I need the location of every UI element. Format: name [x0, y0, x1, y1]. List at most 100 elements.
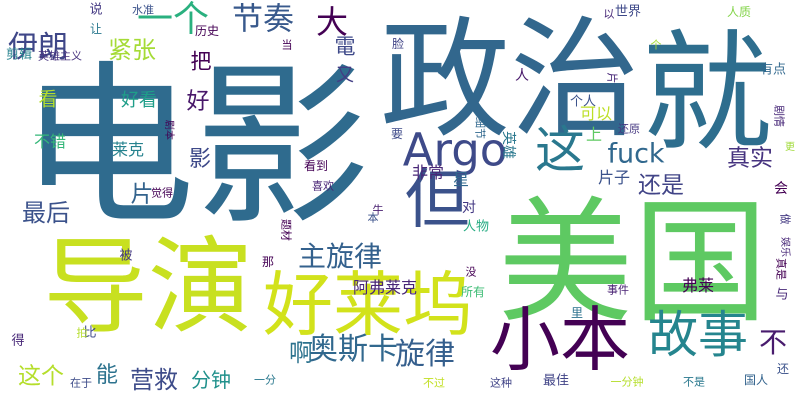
word: 故事	[648, 306, 748, 364]
word: 片	[130, 181, 154, 208]
word: 上	[585, 125, 603, 144]
word: 片子	[597, 168, 631, 187]
word: 但	[404, 162, 470, 238]
word: 喜欢	[312, 179, 334, 193]
word: Argo	[402, 123, 508, 177]
word: 要	[390, 127, 404, 141]
word: 娱乐	[779, 237, 790, 257]
word: 政治	[379, 4, 641, 156]
word: 好看	[121, 90, 157, 111]
word: 对	[462, 200, 476, 216]
word: 好莱坞	[263, 264, 473, 346]
word: 奥斯卡	[308, 332, 398, 367]
word: 还原	[618, 122, 640, 136]
word: 美国	[498, 184, 768, 342]
word: 还是	[638, 172, 684, 199]
word: 细节	[473, 117, 487, 139]
word: 剧本	[163, 120, 174, 140]
word: 拍	[76, 326, 88, 340]
word: 小本	[490, 299, 630, 381]
word: 题材	[279, 219, 293, 241]
word: 节奏	[232, 1, 294, 38]
word: 看到	[303, 159, 329, 173]
word: 真是	[774, 258, 788, 280]
word: 被	[119, 248, 133, 264]
word: 把	[190, 49, 212, 74]
word: 在于	[70, 376, 92, 390]
word: 电影	[20, 46, 370, 250]
word: 事件	[607, 283, 629, 297]
word: 有点	[759, 62, 787, 78]
word: 世界	[614, 4, 642, 20]
word: 一分	[254, 373, 276, 387]
word: 英雄	[500, 131, 516, 159]
word: 导演	[42, 226, 254, 349]
word: 英雄主义	[38, 49, 82, 63]
word: 主旋律	[297, 240, 383, 273]
word: 剧情	[772, 105, 786, 127]
word: 做	[778, 213, 792, 225]
word: 片	[605, 72, 619, 84]
word: 里	[570, 306, 584, 320]
word: 剪辑	[5, 47, 33, 63]
word: 旋律	[395, 337, 455, 372]
word: 非常	[411, 163, 445, 182]
word: 不错	[33, 132, 67, 151]
word: 与	[775, 287, 789, 303]
word: 就	[641, 17, 773, 169]
word: 国人	[743, 373, 769, 387]
word: fuck	[607, 138, 665, 170]
word: 又	[336, 65, 354, 86]
word: 真实	[727, 145, 773, 172]
word: 更	[785, 142, 795, 153]
word: 人物	[462, 219, 490, 235]
word: 历史	[194, 24, 220, 38]
word: 牛	[372, 203, 384, 217]
word: 得	[11, 333, 25, 349]
word: 营救	[130, 366, 178, 394]
word: 最后	[22, 199, 70, 227]
word: 这种	[490, 376, 512, 390]
word: 最佳	[542, 373, 570, 389]
word: 分钟	[191, 368, 231, 392]
word: 人	[515, 68, 529, 84]
word: 好	[186, 88, 210, 115]
word: 莱克	[111, 140, 145, 159]
word: 这个	[18, 363, 64, 390]
word: 影	[188, 147, 212, 172]
word: 能	[95, 363, 119, 388]
word: 个人	[569, 94, 597, 110]
word: 说	[89, 2, 103, 18]
word: 人质	[726, 5, 752, 19]
word: 紧张	[108, 36, 156, 64]
word: 个	[650, 38, 662, 52]
word: 電	[334, 34, 356, 59]
word: 大	[315, 3, 349, 41]
word: 让	[89, 22, 103, 36]
word: 不是	[683, 375, 705, 389]
word: 看	[38, 88, 58, 111]
word: 不过	[423, 376, 445, 390]
word: 一个	[136, 0, 210, 40]
word: 不	[758, 326, 788, 359]
word: 弗莱	[681, 276, 715, 295]
word: 阿弗莱克	[352, 278, 418, 297]
word: 会	[774, 181, 788, 197]
word: 所有	[460, 285, 486, 299]
word: 本	[367, 211, 379, 225]
word: 脸	[391, 37, 405, 51]
word: 水准	[132, 3, 154, 17]
word: 比	[83, 325, 97, 341]
word: 这	[535, 121, 585, 179]
word: 觉得	[151, 186, 173, 200]
word: 还	[776, 362, 790, 376]
word: 以	[603, 7, 615, 21]
word: 当	[281, 38, 293, 52]
word: 可以	[579, 104, 613, 123]
word: 伊朗	[8, 30, 68, 65]
word: 啊	[289, 339, 313, 367]
word: 一分钟	[610, 375, 644, 389]
word: 那	[261, 255, 275, 269]
word: 没	[465, 265, 477, 279]
